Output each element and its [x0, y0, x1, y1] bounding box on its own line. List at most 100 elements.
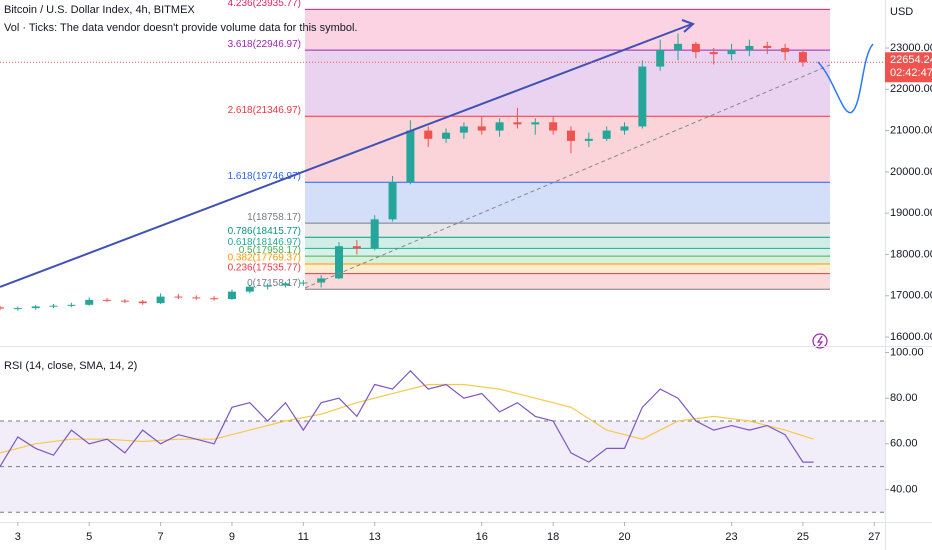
fib-band [305, 223, 830, 238]
candle-body [370, 219, 379, 249]
candle-body [691, 43, 700, 53]
chart-subtitle: Vol · Ticks: The data vendor doesn't pro… [4, 22, 357, 34]
y-tick-label: 19000.00 [890, 207, 932, 219]
alert-bolt [816, 335, 824, 348]
candle-body [85, 299, 94, 305]
rsi-tick-label: 60.00 [890, 438, 918, 450]
trend-line [0, 23, 693, 288]
y-tick-label: 21000.00 [890, 124, 932, 136]
fib-label: 4.236(23935.77) [228, 0, 301, 9]
candle-body [192, 297, 201, 299]
candle-body [120, 300, 129, 302]
fib-band [305, 182, 830, 224]
x-tick-label: 23 [725, 531, 737, 543]
rsi-tick-label: 40.00 [890, 483, 918, 495]
projection-curve [817, 43, 874, 114]
candle-body [31, 306, 40, 309]
candle-body [531, 122, 540, 125]
x-tick-label: 27 [868, 531, 880, 543]
fib-label: 0.382(17769.37) [228, 253, 301, 264]
x-tick-label: 13 [369, 531, 381, 543]
x-tick-label: 9 [229, 531, 235, 543]
candle-body [549, 122, 558, 131]
y-tick-label: 17000.00 [890, 290, 932, 302]
x-tick-label: 11 [298, 531, 309, 543]
candle-body [620, 126, 629, 131]
candle-body [584, 138, 593, 141]
candle-body [245, 286, 254, 292]
candle-body [317, 278, 326, 283]
fib-band [305, 50, 830, 117]
y-tick-label: 20000.00 [890, 166, 932, 178]
candle-body [67, 304, 76, 306]
candle-body [49, 305, 58, 307]
fib-label: 0.236(17535.77) [228, 262, 301, 273]
fib-band [305, 237, 830, 249]
last-price-label: 22654.24 [890, 54, 932, 66]
candle-body [352, 246, 361, 249]
x-tick-label: 5 [86, 531, 92, 543]
fib-band [305, 273, 830, 290]
x-tick-label: 18 [547, 531, 559, 543]
rsi-title: RSI (14, close, SMA, 14, 2) [4, 360, 137, 372]
candle-body [709, 52, 718, 55]
candle-body [406, 130, 415, 183]
candle-body [513, 122, 522, 125]
candle-body [0, 307, 4, 309]
candle-body [781, 47, 790, 53]
fib-band [305, 9, 830, 51]
x-tick-label: 20 [618, 531, 630, 543]
candle-body [424, 130, 433, 139]
fib-label: 1.618(19746.97) [228, 171, 301, 182]
fib-label: 3.618(22946.97) [228, 39, 301, 50]
candle-body [638, 66, 647, 127]
x-tick-label: 3 [15, 531, 21, 543]
candle-body [727, 50, 736, 55]
candle-body [798, 52, 807, 63]
fib-band [305, 263, 830, 274]
y-tick-label: 22000.00 [890, 83, 932, 95]
rsi-tick-label: 100.00 [890, 346, 924, 358]
chart-title: Bitcoin / U.S. Dollar Index, 4h, BITMEX [4, 4, 195, 16]
price-pane [0, 33, 807, 311]
fib-label: 2.618(21346.97) [228, 105, 301, 116]
candle-body [156, 296, 165, 304]
y-tick-label: 23000.00 [890, 42, 932, 54]
candle-body [210, 298, 219, 300]
candle-body [495, 122, 504, 131]
candle-body [299, 282, 308, 284]
candle-body [13, 308, 22, 310]
y-tick-label: 18000.00 [890, 248, 932, 260]
candle-body [388, 182, 397, 220]
arrow-head [681, 19, 695, 33]
candle-body [459, 126, 468, 133]
candle-body [281, 283, 290, 286]
candle-body [477, 126, 486, 131]
candle-body [442, 132, 451, 139]
candle-body [227, 291, 236, 300]
fib-group: 4.236(23935.77) 3.618(22946.97) 2.618(2134… [228, 0, 830, 290]
x-tick-label: 7 [158, 531, 164, 543]
fib-band [305, 248, 830, 257]
candle-body [763, 45, 772, 48]
y-tick-label: 16000.00 [890, 331, 932, 343]
fib-band [305, 116, 830, 183]
fib-label: 0.786(18415.77) [228, 226, 301, 237]
fib-label: 1(18758.17) [247, 212, 301, 223]
fib-label: 0.5(17958.17) [239, 245, 301, 256]
candle-body [335, 246, 344, 279]
candle-body [566, 130, 575, 141]
last-price-tag [885, 52, 932, 83]
candle-body [602, 130, 611, 139]
rsi-line [0, 369, 814, 467]
countdown-label: 02:42:47 [890, 67, 932, 79]
candle-body [656, 50, 665, 67]
fib-label: 0.618(18146.97) [228, 237, 301, 248]
rsi-sma-line [0, 383, 814, 454]
candle-body [103, 299, 112, 301]
rsi-tick-label: 80.00 [890, 392, 918, 404]
alert-icon[interactable] [812, 333, 828, 349]
x-tick-label: 25 [797, 531, 809, 543]
candle-body [263, 285, 272, 287]
